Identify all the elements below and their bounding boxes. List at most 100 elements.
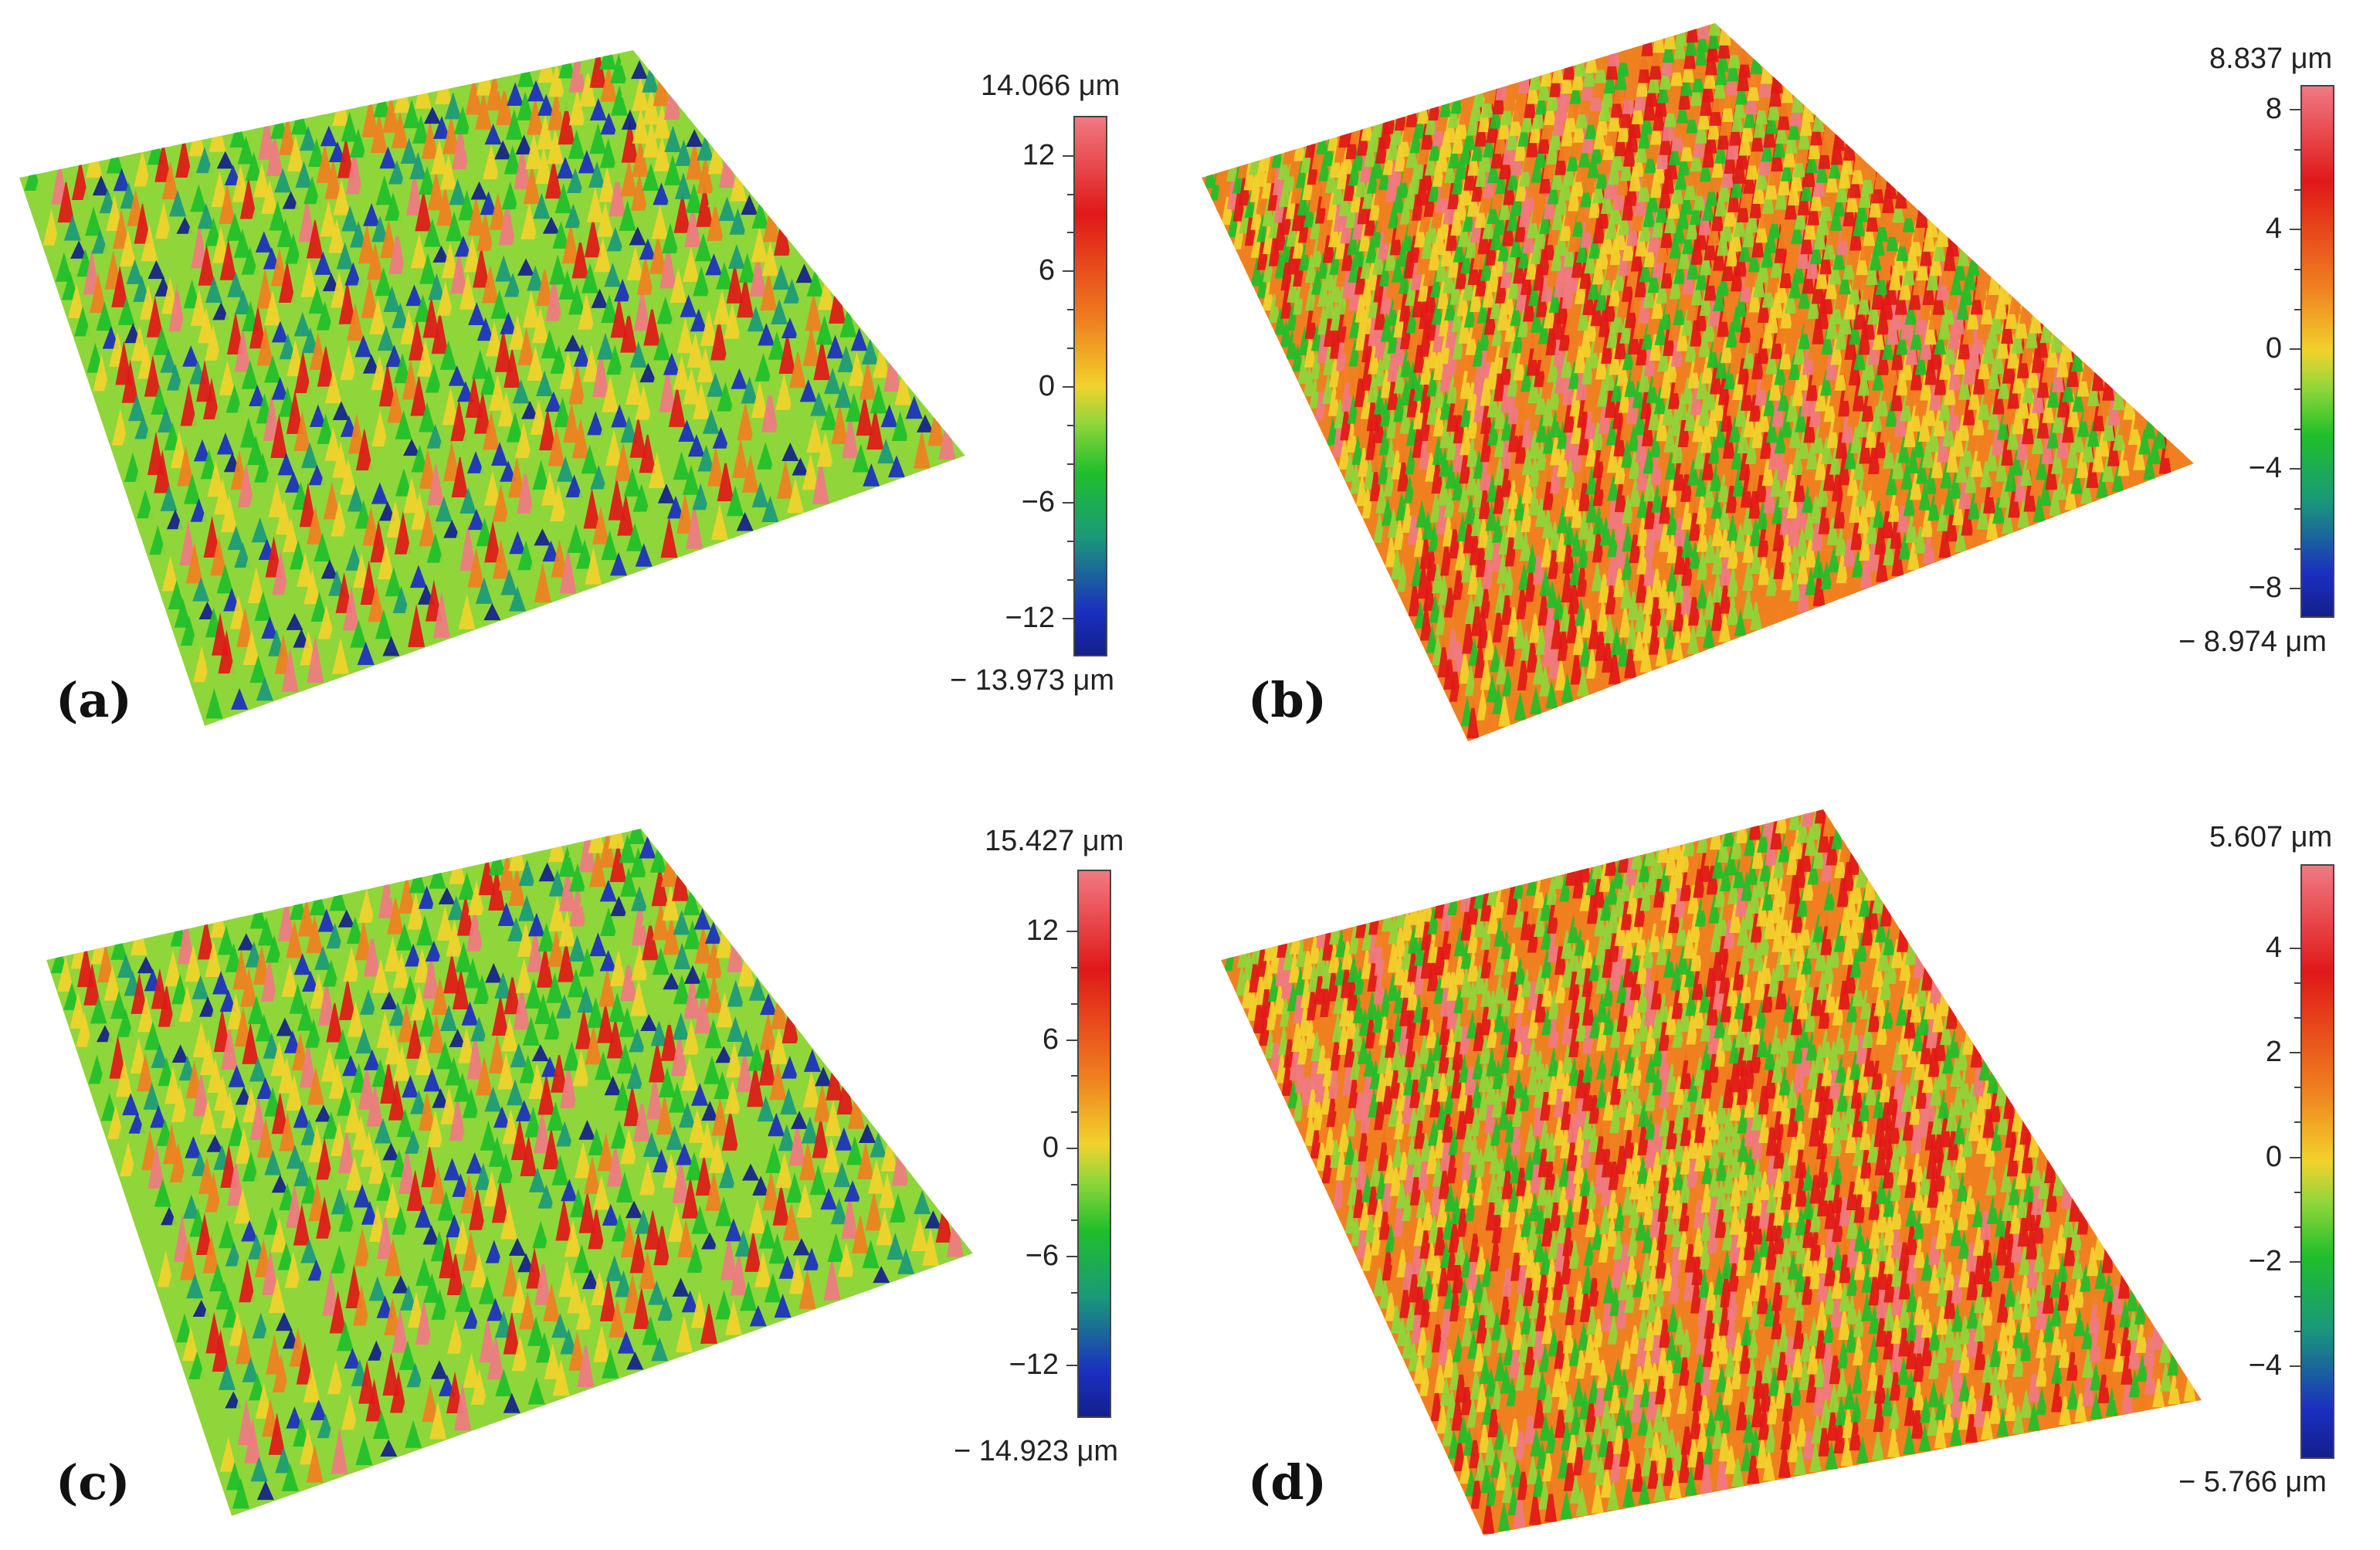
colorbar-minor-tick bbox=[2294, 428, 2300, 430]
panel-d: (d) 5.607 μm − 5.766 μm 4 2 0 −2 −4 bbox=[1190, 775, 2380, 1549]
colorbar-tick bbox=[1063, 270, 1073, 273]
panel-label-c: (c) bbox=[56, 1454, 131, 1511]
colorbar-tick-label: 0 bbox=[1042, 1131, 1059, 1164]
colorbar-max-label-d: 5.607 μm bbox=[2209, 821, 2333, 853]
colorbar-tick bbox=[2290, 109, 2300, 111]
colorbar-tick-label: 12 bbox=[1026, 914, 1059, 948]
panel-label-d: (d) bbox=[1248, 1454, 1327, 1511]
colorbar-tick bbox=[1066, 1256, 1077, 1258]
colorbar-tick bbox=[1063, 501, 1073, 504]
colorbar-tick-label: 0 bbox=[2265, 332, 2282, 365]
colorbar-minor-tick bbox=[2294, 388, 2300, 390]
colorbar-minor-tick bbox=[1071, 1328, 1077, 1330]
colorbar-max-label-c: 15.427 μm bbox=[985, 825, 1124, 857]
colorbar-minor-tick bbox=[2294, 548, 2300, 550]
colorbar-min-label-a: − 13.973 μm bbox=[950, 664, 1115, 697]
colorbar-tick-label: 2 bbox=[2265, 1036, 2282, 1069]
colorbar-tick-label: 12 bbox=[1022, 138, 1055, 171]
colorbar-tick bbox=[1066, 931, 1077, 933]
panel-label-a: (a) bbox=[56, 672, 132, 728]
colorbar-b: 8.837 μm − 8.974 μm 8 4 0 −4 −8 bbox=[2178, 42, 2379, 676]
colorbar-minor-tick bbox=[1067, 463, 1073, 466]
colorbar-minor-tick bbox=[1071, 1075, 1077, 1077]
colorbar-gradient-b bbox=[2300, 85, 2334, 618]
colorbar-tick bbox=[2290, 588, 2300, 590]
colorbar-min-label-b: − 8.974 μm bbox=[2178, 626, 2327, 658]
colorbar-tick bbox=[2290, 947, 2300, 949]
colorbar-tick bbox=[2290, 1156, 2300, 1158]
surface-texture-c bbox=[46, 829, 973, 1516]
colorbar-minor-tick bbox=[2294, 149, 2300, 151]
colorbar-minor-tick bbox=[2294, 1017, 2300, 1019]
surface-texture-a bbox=[19, 50, 965, 726]
colorbar-tick-label: 8 bbox=[2265, 93, 2282, 126]
surface-3d-plot-c bbox=[46, 829, 973, 1516]
colorbar-tick-label: −6 bbox=[1025, 1240, 1059, 1273]
colorbar-minor-tick bbox=[1071, 1111, 1077, 1114]
colorbar-max-label-a: 14.066 μm bbox=[981, 70, 1120, 102]
colorbar-a: 14.066 μm − 13.973 μm 12 6 0 −6 −12 bbox=[950, 70, 1182, 718]
colorbar-tick bbox=[2290, 1261, 2300, 1263]
colorbar-tick bbox=[1066, 1039, 1077, 1041]
colorbar-tick bbox=[1066, 1147, 1077, 1149]
colorbar-tick bbox=[2290, 1052, 2300, 1054]
panel-label-b: (b) bbox=[1248, 672, 1327, 728]
colorbar-tick-label: 0 bbox=[2265, 1140, 2282, 1173]
panel-b: (b) 8.837 μm − 8.974 μm 8 4 0 −4 −8 bbox=[1190, 0, 2380, 775]
colorbar-minor-tick bbox=[1067, 540, 1073, 542]
colorbar-minor-tick bbox=[1067, 348, 1073, 350]
colorbar-minor-tick bbox=[2294, 1226, 2300, 1228]
colorbar-minor-tick bbox=[1067, 578, 1073, 581]
surface-3d-plot-a bbox=[19, 50, 965, 726]
colorbar-tick bbox=[1066, 1364, 1077, 1366]
colorbar-minor-tick bbox=[1067, 425, 1073, 427]
colorbar-minor-tick bbox=[1067, 232, 1073, 234]
colorbar-c: 15.427 μm − 14.923 μm 12 6 0 −6 −12 bbox=[954, 825, 1185, 1497]
colorbar-minor-tick bbox=[2294, 1191, 2300, 1193]
colorbar-tick bbox=[1063, 386, 1073, 388]
colorbar-tick bbox=[1063, 617, 1073, 619]
surface-3d-plot-d bbox=[1221, 809, 2202, 1535]
colorbar-minor-tick bbox=[1071, 1002, 1077, 1005]
colorbar-minor-tick bbox=[2294, 507, 2300, 510]
colorbar-tick-label: −12 bbox=[1005, 601, 1055, 634]
colorbar-d: 5.607 μm − 5.766 μm 4 2 0 −2 −4 bbox=[2178, 821, 2379, 1516]
colorbar-tick bbox=[1063, 154, 1073, 157]
colorbar-minor-tick bbox=[2294, 982, 2300, 984]
colorbar-minor-tick bbox=[2294, 269, 2300, 271]
colorbar-tick-label: −8 bbox=[2248, 571, 2282, 605]
colorbar-minor-tick bbox=[1067, 193, 1073, 195]
colorbar-tick-label: 4 bbox=[2265, 931, 2282, 964]
colorbar-min-label-d: − 5.766 μm bbox=[2178, 1466, 2327, 1498]
colorbar-tick-label: 6 bbox=[1042, 1023, 1059, 1056]
colorbar-tick bbox=[2290, 348, 2300, 351]
colorbar-tick-label: −12 bbox=[1009, 1348, 1059, 1381]
colorbar-minor-tick bbox=[2294, 1121, 2300, 1124]
colorbar-tick-label: −6 bbox=[1021, 485, 1055, 518]
colorbar-minor-tick bbox=[1071, 1183, 1077, 1185]
colorbar-minor-tick bbox=[2294, 1331, 2300, 1333]
colorbar-tick-label: −4 bbox=[2248, 452, 2282, 485]
colorbar-tick bbox=[2290, 229, 2300, 231]
colorbar-minor-tick bbox=[2294, 188, 2300, 191]
surface-3d-plot-b bbox=[1202, 23, 2194, 741]
panel-a: (a) 14.066 μm − 13.973 μm 12 6 0 −6 −12 bbox=[0, 0, 1190, 775]
colorbar-max-label-b: 8.837 μm bbox=[2209, 42, 2333, 75]
colorbar-minor-tick bbox=[1071, 966, 1077, 968]
colorbar-gradient-d bbox=[2300, 864, 2334, 1459]
colorbar-tick bbox=[2290, 1365, 2300, 1368]
colorbar-tick-label: −4 bbox=[2248, 1349, 2282, 1382]
colorbar-gradient-c bbox=[1077, 870, 1111, 1418]
surface-texture-d bbox=[1221, 809, 2202, 1535]
colorbar-tick bbox=[2290, 468, 2300, 470]
colorbar-min-label-c: − 14.923 μm bbox=[954, 1435, 1119, 1467]
colorbar-minor-tick bbox=[2294, 308, 2300, 310]
colorbar-tick-label: 4 bbox=[2265, 212, 2282, 246]
colorbar-tick-label: 0 bbox=[1038, 370, 1055, 403]
colorbar-minor-tick bbox=[1071, 1292, 1077, 1294]
surface-texture-b bbox=[1202, 23, 2194, 741]
colorbar-minor-tick bbox=[1071, 1219, 1077, 1222]
panel-c: (c) 15.427 μm − 14.923 μm 12 6 0 −6 −12 bbox=[0, 775, 1190, 1549]
colorbar-gradient-a bbox=[1073, 116, 1107, 656]
